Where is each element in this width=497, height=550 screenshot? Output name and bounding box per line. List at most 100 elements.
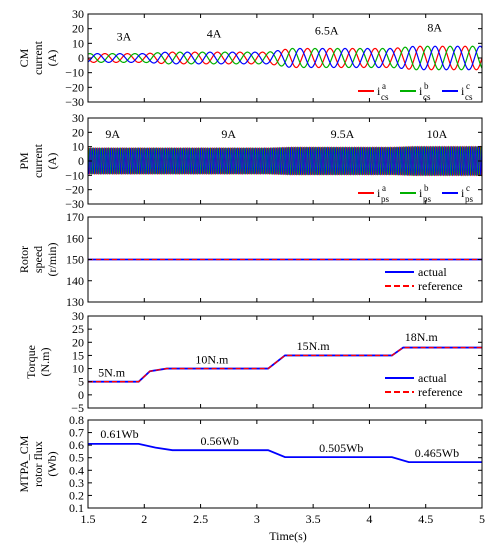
value-annotation: 0.56Wb [201, 434, 239, 448]
y-axis-label-line: MTPA_CM [17, 435, 31, 492]
y-tick-label: 0.3 [69, 476, 84, 490]
y-axis-label-line: (A) [45, 153, 59, 170]
y-axis-label-line: Torque [24, 345, 38, 379]
value-annotation: 10N.m [195, 352, 229, 366]
y-tick-label: 0.5 [69, 451, 84, 465]
legend-superscript: b [424, 81, 429, 91]
series-phase-b [88, 145, 482, 177]
value-annotation: 6.5A [315, 24, 339, 38]
legend-superscript: c [466, 183, 470, 193]
legend-subscript: ps [381, 194, 390, 204]
series-reference [88, 346, 482, 383]
y-tick-label: 10 [72, 36, 84, 50]
legend-superscript: b [424, 183, 429, 193]
y-axis-label-line: (A) [45, 50, 59, 67]
y-axis-label-line: PM [17, 152, 31, 170]
y-tick-label: −30 [65, 197, 84, 211]
y-axis-label: CM current (A) [17, 40, 59, 75]
legend-symbol: i [461, 186, 465, 200]
y-tick-label: 0 [78, 154, 84, 168]
y-tick-label: 150 [66, 253, 84, 267]
y-axis-label-line: current [31, 40, 45, 75]
legend-symbol: i [419, 84, 423, 98]
x-axis-label: Time(s) [269, 529, 307, 543]
y-tick-label: 0.8 [69, 413, 84, 427]
legend-subscript: cs [423, 92, 431, 102]
panel-5: 0.80.70.60.50.40.30.20.11.5 2 2.5 3 3.5 4 4.5 5… [17, 413, 485, 526]
y-tick-label: 30 [72, 7, 84, 21]
y-tick-label: 0.7 [69, 426, 84, 440]
y-tick-label: 160 [66, 231, 84, 245]
value-annotation: 9A [221, 127, 236, 141]
legend-label: reference [418, 385, 463, 399]
y-axis-label: PM current (A) [17, 143, 59, 178]
x-tick-label: 3 [254, 512, 260, 526]
value-annotation: 9A [105, 127, 120, 141]
legend-subscript: ps [465, 194, 474, 204]
y-tick-label: 5 [78, 375, 84, 389]
value-annotation: 4A [207, 26, 222, 40]
y-tick-label: −5 [71, 401, 84, 415]
plot-area [88, 45, 482, 71]
value-annotation: 9.5A [331, 127, 355, 141]
y-tick-label: 30 [72, 111, 84, 125]
y-tick-label: 130 [66, 295, 84, 309]
panel-3: 170 160 150 140 130 Rotor speed (r/min) actualre… [17, 210, 483, 309]
y-tick-label: 10 [72, 140, 84, 154]
y-tick-label: 0.6 [69, 438, 84, 452]
series-phase-c [88, 45, 482, 71]
legend-subscript: cs [381, 92, 389, 102]
plot-area [88, 346, 482, 383]
x-tick-label: 3.5 [306, 512, 321, 526]
y-axis-label: MTPA_CM rotor flux (Wb) [17, 435, 59, 492]
legend-symbol: i [461, 84, 465, 98]
y-tick-label: 20 [72, 125, 84, 139]
x-tick-label: 2.5 [193, 512, 208, 526]
y-axis-label-line: Rotor [17, 246, 31, 273]
legend-superscript: a [382, 81, 386, 91]
legend: i csa i csb i csc [358, 81, 473, 102]
y-tick-label: −10 [65, 66, 84, 80]
legend-symbol: i [377, 186, 381, 200]
plot-area [88, 442, 482, 464]
legend-superscript: c [466, 81, 470, 91]
plot-frame [87, 315, 483, 409]
y-axis-label-line: (Wb) [45, 451, 59, 476]
y-tick-label: 0 [78, 51, 84, 65]
y-tick-label: 170 [66, 210, 84, 224]
series-flux [88, 442, 482, 464]
y-tick-label: 0.2 [69, 488, 84, 502]
value-annotation: 3A [117, 29, 132, 43]
legend-subscript: cs [465, 92, 473, 102]
value-annotation: 18N.m [405, 330, 439, 344]
y-tick-label: 25 [72, 322, 84, 336]
y-tick-label: −30 [65, 95, 84, 109]
legend-label: actual [418, 265, 447, 279]
legend-symbol: i [377, 84, 381, 98]
plot-frame [87, 13, 483, 103]
legend-superscript: a [382, 183, 386, 193]
value-annotation: 15N.m [297, 339, 331, 353]
legend-subscript: ps [423, 194, 432, 204]
x-tick-label: 4 [366, 512, 372, 526]
y-tick-label: 0.1 [69, 501, 84, 515]
value-annotation: 8A [427, 21, 442, 35]
x-tick-label: 1.5 [81, 512, 96, 526]
x-tick-label: 5 [479, 512, 485, 526]
series-phase-c [88, 145, 482, 177]
y-tick-label: −20 [65, 80, 84, 94]
value-annotation: 10A [427, 127, 448, 141]
value-annotation: 0.61Wb [100, 427, 138, 441]
y-tick-label: 30 [72, 309, 84, 323]
x-tick-label: 4.5 [418, 512, 433, 526]
y-axis-label-line: current [31, 143, 45, 178]
y-tick-label: 140 [66, 274, 84, 288]
value-annotation: 0.505Wb [319, 441, 363, 455]
y-axis-label-line: CM [17, 48, 31, 67]
legend: i psa i psb i psc [358, 183, 474, 204]
series-phase-a [88, 145, 482, 177]
